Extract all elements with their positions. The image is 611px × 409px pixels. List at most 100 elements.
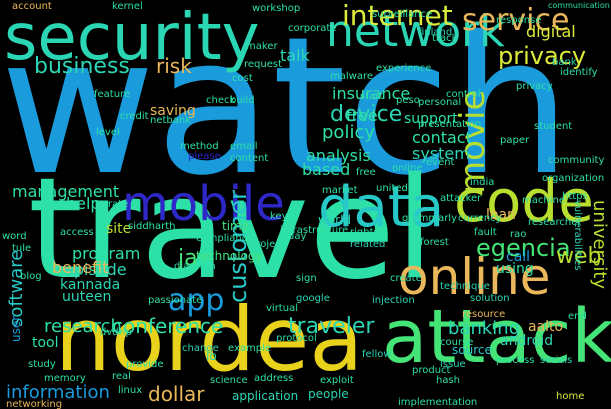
word-change: change [182,343,219,354]
word-exploit: exploit [320,375,354,386]
word-service: service [462,3,570,38]
word-linux: linux [118,385,143,396]
word-study: study [28,359,56,370]
word-vulnerabilities: vulnerabilities [572,200,583,271]
word-security: security [4,1,260,75]
word-presentation: presentation [418,119,482,130]
word-egencia: egencia [476,234,571,262]
word-access: access [60,227,94,238]
word-day: day [288,231,307,242]
word-maker: maker [246,41,278,52]
word-student: student [534,121,573,132]
word-benefit: benefit [52,258,109,277]
word-aalto: aalto [528,319,564,335]
word-web: web [556,244,602,269]
word-dollar: dollar [148,382,205,406]
word-rights: rights [350,227,379,238]
word-home: home [556,391,585,402]
word-netbank: netbank [150,115,192,126]
word-app: app [168,283,225,318]
word-attacker: attacker [440,193,482,204]
word-banking: banking [448,318,521,339]
word-mobile: mobile [122,176,285,232]
word-customer: customer [224,189,252,303]
word-based: based [302,160,351,179]
word-technology: technology [196,249,263,263]
word-feature: feature [94,89,131,100]
word-support: support [404,111,458,127]
word-track: track [432,33,458,44]
word-experience: experience [376,63,432,74]
word-example: example [228,343,272,354]
word-ja: ja [178,246,198,271]
word-course: course [440,337,474,348]
word-india: india [470,177,495,188]
word-business: business [34,54,130,79]
word-management: management [12,182,120,201]
word-network: network [326,6,505,57]
word-communication: communication [548,1,610,10]
word-fault: fault [474,227,497,238]
word-product: product [412,365,451,376]
word-create: create [390,273,422,284]
word-data: data [318,175,445,240]
word-resource: resource [462,309,506,320]
word-response: response [496,15,542,26]
word-help: help [66,194,101,213]
word-user: user [9,315,23,342]
word-rate: rate [108,199,129,210]
word-source: source [452,343,492,357]
word-memory: memory [44,373,86,384]
word-android: android [500,333,554,349]
word-dvdrip: dvdrip [100,327,132,338]
word-cost: cost [232,73,253,84]
word-using: using [496,261,534,277]
word-episode: episode [64,260,127,279]
word-personal: personal [418,97,462,108]
word-peso: peso [396,95,420,106]
word-injection: injection [372,295,415,306]
word-please: please [188,151,221,162]
word-organization: organization [542,173,605,184]
word-compliance: compliance [196,233,254,244]
word-solution: solution [470,293,510,304]
word-blog: blog [20,271,42,282]
word-program: program [72,244,141,263]
word-uuteen: uuteen [62,289,112,305]
word-sign: sign [296,273,317,284]
word-control: control [446,89,481,100]
word-project: project [250,239,285,250]
word-traveler: traveler [288,314,375,339]
word-credit: credit [120,111,149,122]
word-fellow: fellow [362,349,392,360]
word-grammarly: grammarly [402,213,458,224]
word-email: email [230,141,258,152]
word-key: key [270,211,288,222]
word-kannada: kannada [60,277,121,293]
word-world: world [318,213,352,227]
word-https: https [562,191,588,202]
word-online: online [392,163,423,174]
word-digital: digital [526,22,576,41]
word-loan: loan [486,207,516,223]
word-content: content [230,153,269,164]
word-forest: forest [420,237,449,248]
word-travel: travel [28,148,435,311]
word-risk: risk [156,54,192,78]
word-watch: watch [0,0,572,217]
word-event: event [426,157,455,168]
word-community: community [548,155,605,166]
word-hash: hash [436,375,461,386]
word-call: call [506,249,531,265]
word-free: free [346,106,378,125]
word-market: market [322,185,358,196]
word-virtual: virtual [266,303,298,314]
word-science: science [210,375,248,386]
word-tule: tule [12,243,32,254]
word-identify: identify [560,67,598,78]
word-bank: bank [552,57,577,68]
word-serials: serials [540,355,573,366]
word-address: address [254,373,294,384]
word-diagram: diagram [174,261,216,272]
word-process: process [496,355,535,366]
